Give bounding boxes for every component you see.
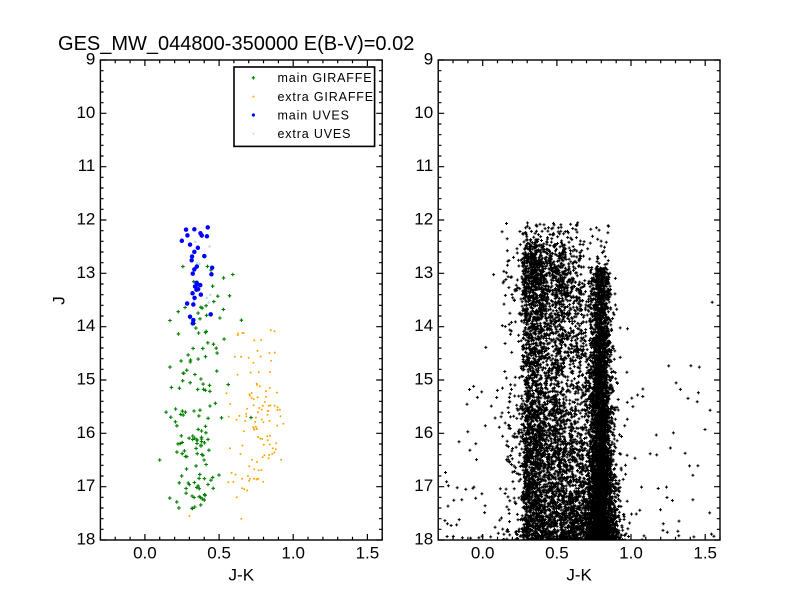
svg-text:12: 12: [76, 210, 95, 229]
svg-text:GES_MW_044800-350000 E(B-V)=0.: GES_MW_044800-350000 E(B-V)=0.02: [58, 33, 414, 55]
svg-text:14: 14: [76, 316, 95, 335]
svg-text:12: 12: [414, 210, 433, 229]
svg-text:main GIRAFFE: main GIRAFFE: [278, 71, 373, 85]
svg-text:10: 10: [76, 103, 95, 122]
svg-text:extra UVES: extra UVES: [278, 127, 352, 141]
svg-text:1.0: 1.0: [619, 543, 643, 562]
svg-text:J-K: J-K: [566, 565, 592, 584]
svg-text:17: 17: [76, 476, 95, 495]
svg-text:13: 13: [414, 263, 433, 282]
svg-text:11: 11: [78, 156, 96, 175]
svg-text:0.0: 0.0: [133, 543, 157, 562]
svg-text:13: 13: [76, 263, 95, 282]
svg-text:extra GIRAFFE: extra GIRAFFE: [278, 90, 374, 104]
svg-text:14: 14: [414, 316, 433, 335]
svg-text:9: 9: [424, 50, 433, 69]
svg-text:11: 11: [416, 156, 434, 175]
svg-text:15: 15: [414, 370, 433, 389]
svg-text:18: 18: [76, 530, 95, 549]
svg-text:0.5: 0.5: [545, 543, 569, 562]
svg-text:1.5: 1.5: [693, 543, 717, 562]
svg-text:9: 9: [86, 50, 95, 69]
svg-text:16: 16: [414, 423, 433, 442]
svg-text:J: J: [50, 296, 69, 305]
svg-text:10: 10: [414, 103, 433, 122]
svg-text:main UVES: main UVES: [278, 108, 350, 122]
svg-text:0.0: 0.0: [471, 543, 495, 562]
svg-text:16: 16: [76, 423, 95, 442]
svg-text:18: 18: [414, 530, 433, 549]
svg-text:17: 17: [414, 476, 433, 495]
svg-text:15: 15: [76, 370, 95, 389]
svg-text:1.0: 1.0: [281, 543, 305, 562]
svg-text:J-K: J-K: [229, 565, 255, 584]
svg-text:1.5: 1.5: [356, 543, 380, 562]
svg-text:0.5: 0.5: [207, 543, 231, 562]
